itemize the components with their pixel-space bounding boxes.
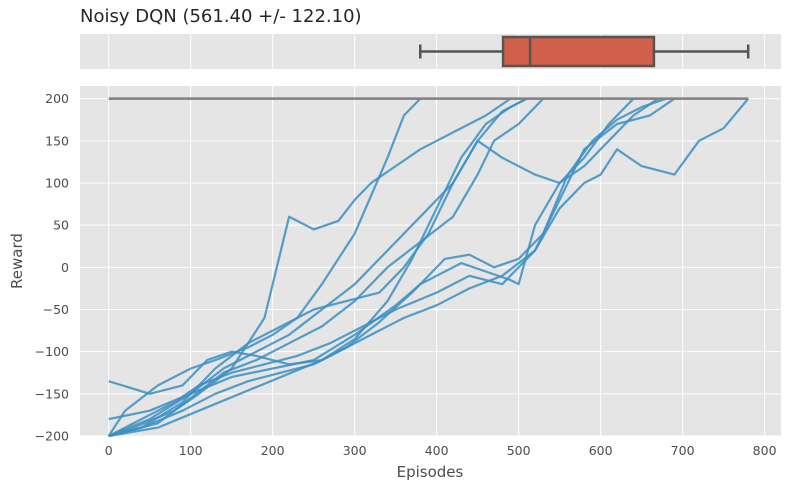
series-line-6 (108, 97, 635, 421)
x-tick-label-8: 800 (753, 443, 777, 458)
x-tick-label-4: 400 (425, 443, 449, 458)
y-tick-label-6: 100 (45, 175, 69, 190)
x-tick-label-5: 500 (507, 443, 531, 458)
chart-title: Noisy DQN (561.40 +/- 122.10) (80, 6, 362, 27)
y-tick-labels: −200 −150 −100 −50 0 50 100 150 200 (35, 91, 69, 443)
x-axis-label: Episodes (397, 463, 464, 481)
x-tick-labels: 0 100 200 300 400 500 600 700 800 (105, 443, 777, 458)
box-iqr (501, 35, 656, 68)
series-line-9 (108, 97, 659, 438)
y-tick-label-2: −100 (35, 344, 69, 359)
y-tick-label-7: 150 (45, 133, 69, 148)
x-tick-label-3: 300 (343, 443, 367, 458)
series-line-1 (107, 97, 422, 437)
series-lines (107, 97, 750, 438)
series-line-4 (108, 97, 528, 395)
x-tick-label-0: 0 (105, 443, 113, 458)
y-tick-label-4: 0 (61, 260, 69, 275)
x-tick-label-7: 700 (671, 443, 695, 458)
x-tick-label-1: 100 (179, 443, 203, 458)
y-axis-label: Reward (8, 233, 26, 289)
plot-gridlines (80, 86, 781, 437)
x-tick-label-6: 600 (589, 443, 613, 458)
y-tick-label-5: 50 (53, 218, 69, 233)
y-tick-label-3: −50 (43, 302, 69, 317)
y-tick-label-0: −200 (35, 429, 69, 444)
series-line-8 (108, 97, 667, 438)
boxplot-marks (419, 35, 750, 68)
x-tick-label-2: 200 (261, 443, 285, 458)
y-tick-label-1: −150 (35, 386, 69, 401)
y-tick-label-8: 200 (45, 91, 69, 106)
series-line-10 (108, 97, 750, 438)
